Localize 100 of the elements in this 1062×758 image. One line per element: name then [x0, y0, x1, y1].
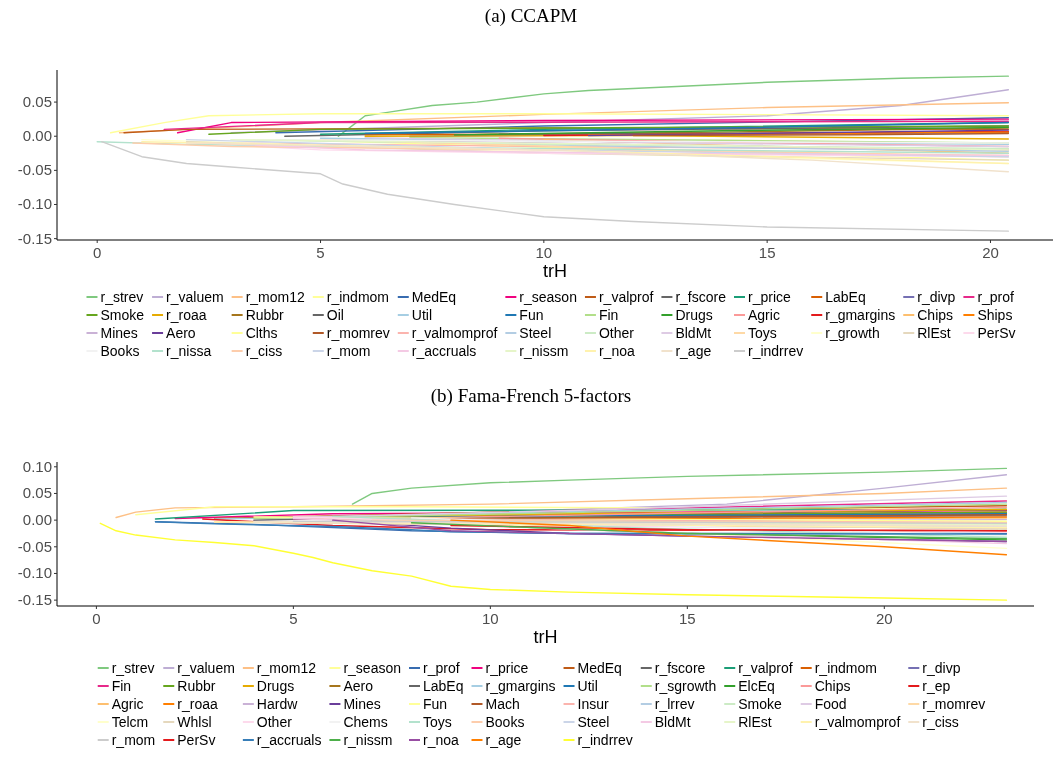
chart-title: (b) Fama-French 5-factors	[430, 385, 632, 407]
legend-label: r_prof	[423, 660, 460, 676]
legend-label: r_noa	[423, 732, 460, 748]
legend-label: r_price	[747, 289, 791, 305]
y-tick-label: -0.15	[17, 591, 52, 609]
legend-label: Toys	[423, 714, 452, 730]
y-tick-label: -0.05	[17, 161, 52, 179]
legend-label: r_indmom	[814, 660, 877, 676]
legend-label: r_ep	[922, 678, 951, 694]
legend-label: Toys	[747, 325, 777, 341]
legend-label: Books	[485, 714, 525, 730]
legend-label: r_prof	[977, 289, 1015, 305]
legend-label: r_nissm	[519, 343, 569, 359]
legend-label: Rubbr	[177, 678, 216, 694]
legend-label: Mines	[343, 696, 381, 712]
x-tick-label: 5	[316, 244, 325, 261]
legend-label: BldMt	[654, 714, 691, 730]
y-tick-label: 0.00	[22, 127, 52, 145]
legend-label: Fun	[423, 696, 448, 712]
x-tick-label: 0	[93, 244, 102, 261]
legend-label: Util	[411, 307, 433, 323]
x-tick-label: 0	[92, 610, 101, 627]
legend-label: Aero	[343, 678, 374, 694]
legend-label: r_age	[675, 343, 712, 359]
legend-label: r_indrrev	[747, 343, 804, 359]
legend-label: r_price	[485, 660, 529, 676]
legend-label: Ships	[977, 307, 1013, 323]
legend-label: Fin	[111, 678, 132, 694]
legend-label: r_valmomprof	[814, 714, 901, 730]
legend-label: r_season	[519, 289, 577, 305]
legend-label: Fun	[519, 307, 544, 323]
legend-label: ElcEq	[738, 678, 775, 694]
legend-label: r_noa	[598, 343, 635, 359]
legend-label: r_growth	[825, 325, 880, 341]
legend-label: r_valuem	[177, 660, 235, 676]
legend-label: r_strev	[111, 660, 155, 676]
legend-label: MedEq	[411, 289, 457, 305]
legend-label: Chems	[343, 714, 388, 730]
legend-label: Chips	[814, 678, 851, 694]
legend-label: Drugs	[256, 678, 295, 694]
legend-label: Telcm	[111, 714, 149, 730]
legend-label: r_nissa	[166, 343, 212, 359]
legend-label: Clths	[245, 325, 278, 341]
legend-label: Steel	[519, 325, 552, 341]
legend-label: r_momrev	[922, 696, 986, 712]
x-tick-label: 15	[678, 610, 696, 627]
legend-label: r_valprof	[738, 660, 793, 676]
legend-label: r_mom12	[256, 660, 317, 676]
y-tick-label: 0.05	[22, 484, 52, 502]
x-tick-label: 20	[875, 610, 893, 627]
y-tick-label: -0.05	[17, 537, 52, 555]
legend-label: Hardw	[256, 696, 299, 712]
y-tick-label: 0.00	[22, 511, 52, 529]
legend-label: Mach	[485, 696, 520, 712]
y-tick-label: 0.05	[22, 93, 52, 111]
x-tick-label: 15	[758, 244, 776, 261]
legend-label: r_indrrev	[577, 732, 633, 748]
legend-label: Whlsl	[177, 714, 212, 730]
legend-label: r_mom	[111, 732, 156, 748]
legend-label: Other	[598, 325, 635, 341]
legend-label: Util	[577, 678, 598, 694]
legend-label: Smoke	[738, 696, 783, 712]
legend-label: PerSv	[977, 325, 1016, 341]
legend-label: Mines	[100, 325, 138, 341]
y-tick-label: -0.15	[17, 229, 52, 247]
legend-label: r_fscore	[675, 289, 727, 305]
x-tick-label: 5	[289, 610, 298, 627]
legend-label: Steel	[577, 714, 610, 730]
legend-label: Oil	[326, 307, 344, 323]
x-axis-title: trH	[533, 627, 558, 647]
legend-label: Fin	[598, 307, 619, 323]
y-tick-label: -0.10	[17, 195, 52, 213]
legend-label: r_mom12	[245, 289, 305, 305]
legend-label: Agric	[111, 696, 144, 712]
legend-label: r_accruals	[256, 732, 322, 748]
y-tick-label: 0.10	[22, 457, 52, 475]
legend-label: r_lrrev	[654, 696, 695, 712]
legend-label: r_valprof	[598, 289, 654, 305]
legend-label: r_divp	[922, 660, 961, 676]
legend-label: r_age	[485, 732, 522, 748]
legend-label: r_divp	[917, 289, 956, 305]
legend-label: Rubbr	[245, 307, 285, 323]
legend-label: RlEst	[917, 325, 951, 341]
legend-label: RlEst	[738, 714, 772, 730]
legend-label: LabEq	[423, 678, 464, 694]
x-axis-title: trH	[543, 261, 567, 281]
x-tick-label: 10	[482, 610, 499, 627]
legend-label: r_ciss	[245, 343, 283, 359]
legend-label: r_fscore	[654, 660, 706, 676]
x-tick-label: 10	[535, 244, 553, 261]
legend-label: Chips	[917, 307, 954, 323]
chart-title: (a) CCAPM	[484, 5, 578, 27]
legend-label: r_valuem	[166, 289, 224, 305]
legend-label: Smoke	[100, 307, 145, 323]
legend-label: MedEq	[577, 660, 622, 676]
legend-label: r_nissm	[343, 732, 393, 748]
x-tick-label: 20	[982, 244, 999, 261]
legend-label: r_accruals	[411, 343, 477, 359]
legend-label: Books	[100, 343, 140, 359]
legend-label: Drugs	[675, 307, 713, 323]
